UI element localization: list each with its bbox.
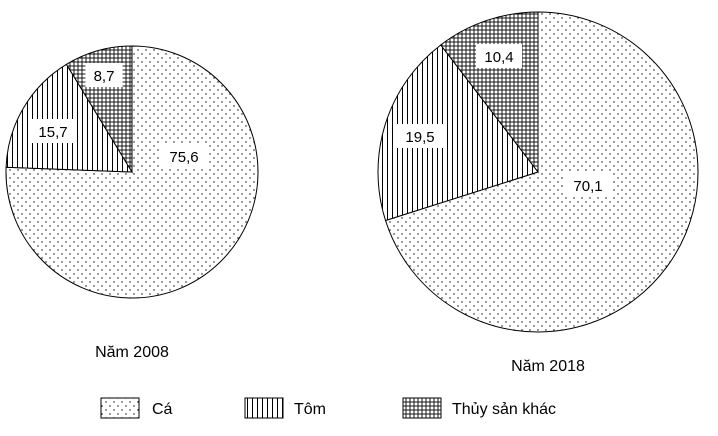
pie-caption-2018: Năm 2018 [511,358,585,375]
data-label-bg-tom-2008 [30,119,76,143]
data-label-tom-2018: 19,5 [405,129,434,146]
legend-label-tom: Tôm [294,401,326,418]
pie-chart-2008: 75,6 15,7 8,7 [5,45,259,299]
data-label-tom-2008: 15,7 [38,124,67,141]
data-label-bg-tom-2018 [397,124,443,148]
legend-swatch-thuy-san-khac [402,397,442,419]
data-label-bg-thuy-san-khac-2018 [476,44,522,68]
data-label-bg-ca-2008 [161,144,207,168]
pie-slice-tom-2008 [5,63,133,173]
pie-caption-2008: Năm 2008 [95,344,169,361]
legend: Cá Tôm Thủy sản khác [100,397,556,419]
data-label-thuy-san-khac-2018: 10,4 [484,49,513,66]
data-label-bg-thuy-san-khac-2008 [85,63,123,87]
legend-label-ca: Cá [152,401,173,418]
pie-slice-ca-2018 [384,11,699,333]
legend-label-thuy-san-khac: Thủy sản khác [452,401,556,418]
pie-slice-tom-2018 [377,44,539,222]
data-label-thuy-san-khac-2008: 8,7 [94,68,115,85]
legend-swatch-tom [244,397,284,419]
data-label-ca-2018: 70,1 [573,178,602,195]
data-label-ca-2008: 75,6 [169,149,198,166]
legend-swatch-ca [100,397,140,419]
pie-chart-2018: 70,1 19,5 10,4 [377,11,699,333]
data-label-bg-ca-2018 [565,173,611,197]
